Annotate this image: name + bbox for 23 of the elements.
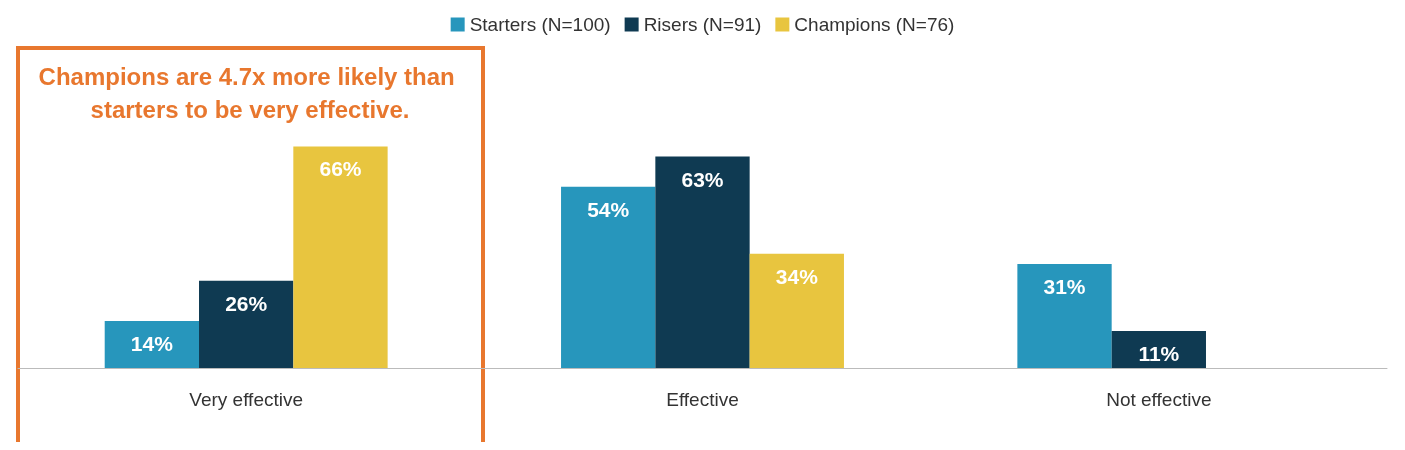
legend-label: Champions (N=76) bbox=[794, 14, 955, 35]
data-label: 63% bbox=[681, 167, 724, 191]
data-label: 11% bbox=[1138, 342, 1180, 366]
bar bbox=[749, 253, 844, 368]
bar bbox=[199, 280, 294, 368]
bar bbox=[293, 146, 388, 368]
data-label: 26% bbox=[225, 291, 268, 315]
data-label: 14% bbox=[130, 332, 174, 355]
bar bbox=[561, 186, 656, 368]
text: Champions are 4.7x more likely than starters to be very effective. bbox=[38, 63, 462, 123]
data-label: 54% bbox=[587, 197, 630, 221]
data-label: 34% bbox=[775, 264, 819, 288]
x-tick-label: Not effective bbox=[1106, 389, 1212, 410]
bar bbox=[1017, 263, 1112, 368]
bar bbox=[104, 321, 200, 368]
bar bbox=[1111, 331, 1206, 368]
x-tick-label: Very effective bbox=[189, 389, 304, 410]
data-label: 66% bbox=[319, 157, 362, 181]
x-tick-label: Effective bbox=[666, 389, 739, 410]
legend-label: Starters (N=100) bbox=[469, 14, 611, 35]
bar bbox=[655, 156, 750, 368]
data-label: 31% bbox=[1043, 274, 1086, 298]
legend-label: Risers (N=91) bbox=[643, 14, 762, 35]
